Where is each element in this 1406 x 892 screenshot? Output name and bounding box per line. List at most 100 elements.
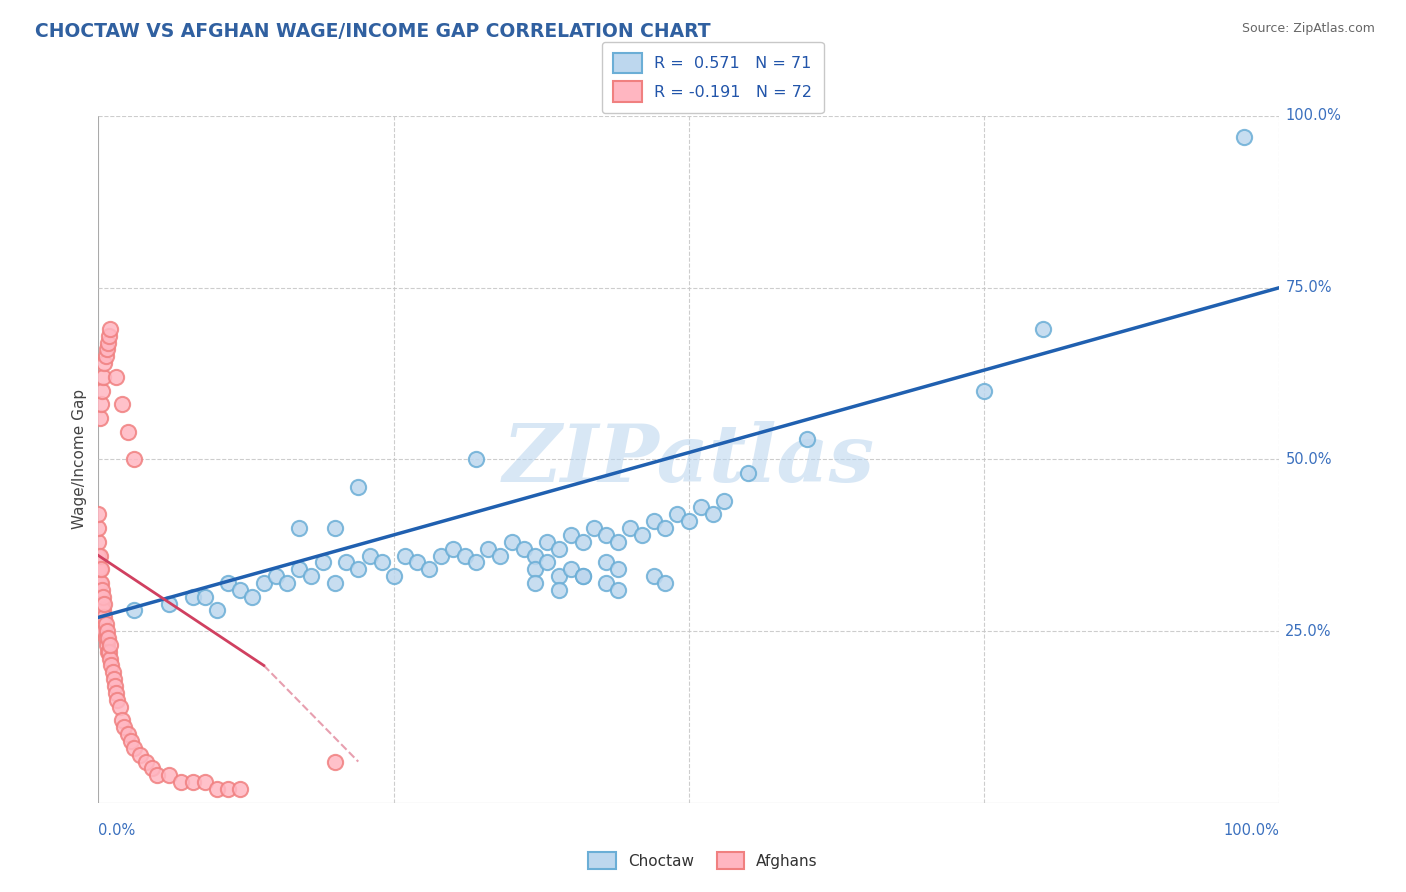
Point bbox=[121, 734, 143, 748]
Point bbox=[205, 603, 228, 617]
Point bbox=[288, 521, 311, 535]
Point bbox=[796, 432, 818, 446]
Point bbox=[323, 521, 346, 535]
Point bbox=[87, 549, 110, 563]
Point bbox=[678, 514, 700, 528]
Point bbox=[737, 466, 759, 480]
Point bbox=[501, 534, 523, 549]
Point bbox=[90, 603, 112, 617]
Point bbox=[98, 645, 121, 659]
Point bbox=[524, 576, 547, 591]
Point bbox=[135, 755, 157, 769]
Point bbox=[595, 528, 617, 542]
Point bbox=[128, 747, 150, 762]
Point bbox=[91, 384, 114, 398]
Point bbox=[264, 569, 287, 583]
Point bbox=[98, 328, 121, 343]
Point bbox=[689, 500, 711, 515]
Point bbox=[335, 555, 357, 570]
Point bbox=[91, 590, 114, 604]
Point bbox=[619, 521, 641, 535]
Point bbox=[93, 624, 115, 639]
Point bbox=[89, 562, 111, 576]
Point bbox=[94, 617, 117, 632]
Point bbox=[973, 384, 995, 398]
Point bbox=[323, 576, 346, 591]
Point bbox=[583, 521, 606, 535]
Point bbox=[571, 569, 593, 583]
Point bbox=[595, 555, 617, 570]
Point bbox=[229, 782, 252, 797]
Point bbox=[643, 514, 665, 528]
Point bbox=[323, 755, 346, 769]
Point bbox=[141, 762, 163, 776]
Point bbox=[105, 686, 128, 700]
Point bbox=[105, 692, 128, 706]
Point bbox=[312, 555, 335, 570]
Point bbox=[571, 569, 593, 583]
Point bbox=[276, 576, 298, 591]
Text: Source: ZipAtlas.com: Source: ZipAtlas.com bbox=[1241, 22, 1375, 36]
Point bbox=[607, 562, 630, 576]
Point bbox=[96, 624, 118, 639]
Point bbox=[91, 603, 114, 617]
Point bbox=[536, 534, 558, 549]
Point bbox=[548, 541, 571, 556]
Point bbox=[93, 597, 115, 611]
Point bbox=[666, 508, 689, 522]
Point bbox=[97, 645, 120, 659]
Point bbox=[108, 699, 131, 714]
Point bbox=[347, 480, 370, 494]
Text: 100.0%: 100.0% bbox=[1223, 823, 1279, 838]
Text: 50.0%: 50.0% bbox=[1285, 452, 1331, 467]
Point bbox=[571, 534, 593, 549]
Point bbox=[430, 549, 453, 563]
Point bbox=[117, 727, 139, 741]
Point bbox=[105, 370, 128, 384]
Point bbox=[87, 508, 110, 522]
Point bbox=[394, 549, 416, 563]
Point bbox=[702, 508, 724, 522]
Point bbox=[170, 775, 193, 789]
Point bbox=[347, 562, 370, 576]
Point bbox=[90, 590, 112, 604]
Point bbox=[548, 582, 571, 597]
Point bbox=[453, 549, 475, 563]
Point bbox=[103, 672, 125, 686]
Point bbox=[87, 521, 110, 535]
Point bbox=[654, 576, 676, 591]
Text: 25.0%: 25.0% bbox=[1285, 624, 1331, 639]
Point bbox=[371, 555, 394, 570]
Legend: R =  0.571   N = 71, R = -0.191   N = 72: R = 0.571 N = 71, R = -0.191 N = 72 bbox=[602, 42, 824, 113]
Point bbox=[418, 562, 440, 576]
Point bbox=[524, 562, 547, 576]
Point bbox=[465, 555, 488, 570]
Point bbox=[253, 576, 276, 591]
Point bbox=[104, 679, 127, 693]
Point bbox=[630, 528, 652, 542]
Point bbox=[90, 397, 112, 411]
Point bbox=[713, 493, 735, 508]
Point bbox=[181, 775, 204, 789]
Point bbox=[97, 631, 120, 645]
Point bbox=[359, 549, 381, 563]
Point bbox=[122, 603, 145, 617]
Point bbox=[560, 562, 582, 576]
Point bbox=[97, 335, 120, 350]
Point bbox=[122, 740, 145, 755]
Text: 100.0%: 100.0% bbox=[1285, 109, 1341, 123]
Point bbox=[524, 549, 547, 563]
Point bbox=[181, 590, 204, 604]
Point bbox=[548, 569, 571, 583]
Point bbox=[157, 768, 180, 782]
Point bbox=[595, 576, 617, 591]
Point bbox=[157, 597, 180, 611]
Point bbox=[512, 541, 534, 556]
Point bbox=[93, 356, 115, 370]
Point bbox=[87, 562, 110, 576]
Point bbox=[536, 555, 558, 570]
Point bbox=[98, 638, 121, 652]
Point bbox=[87, 590, 110, 604]
Point bbox=[217, 576, 239, 591]
Point bbox=[98, 322, 121, 336]
